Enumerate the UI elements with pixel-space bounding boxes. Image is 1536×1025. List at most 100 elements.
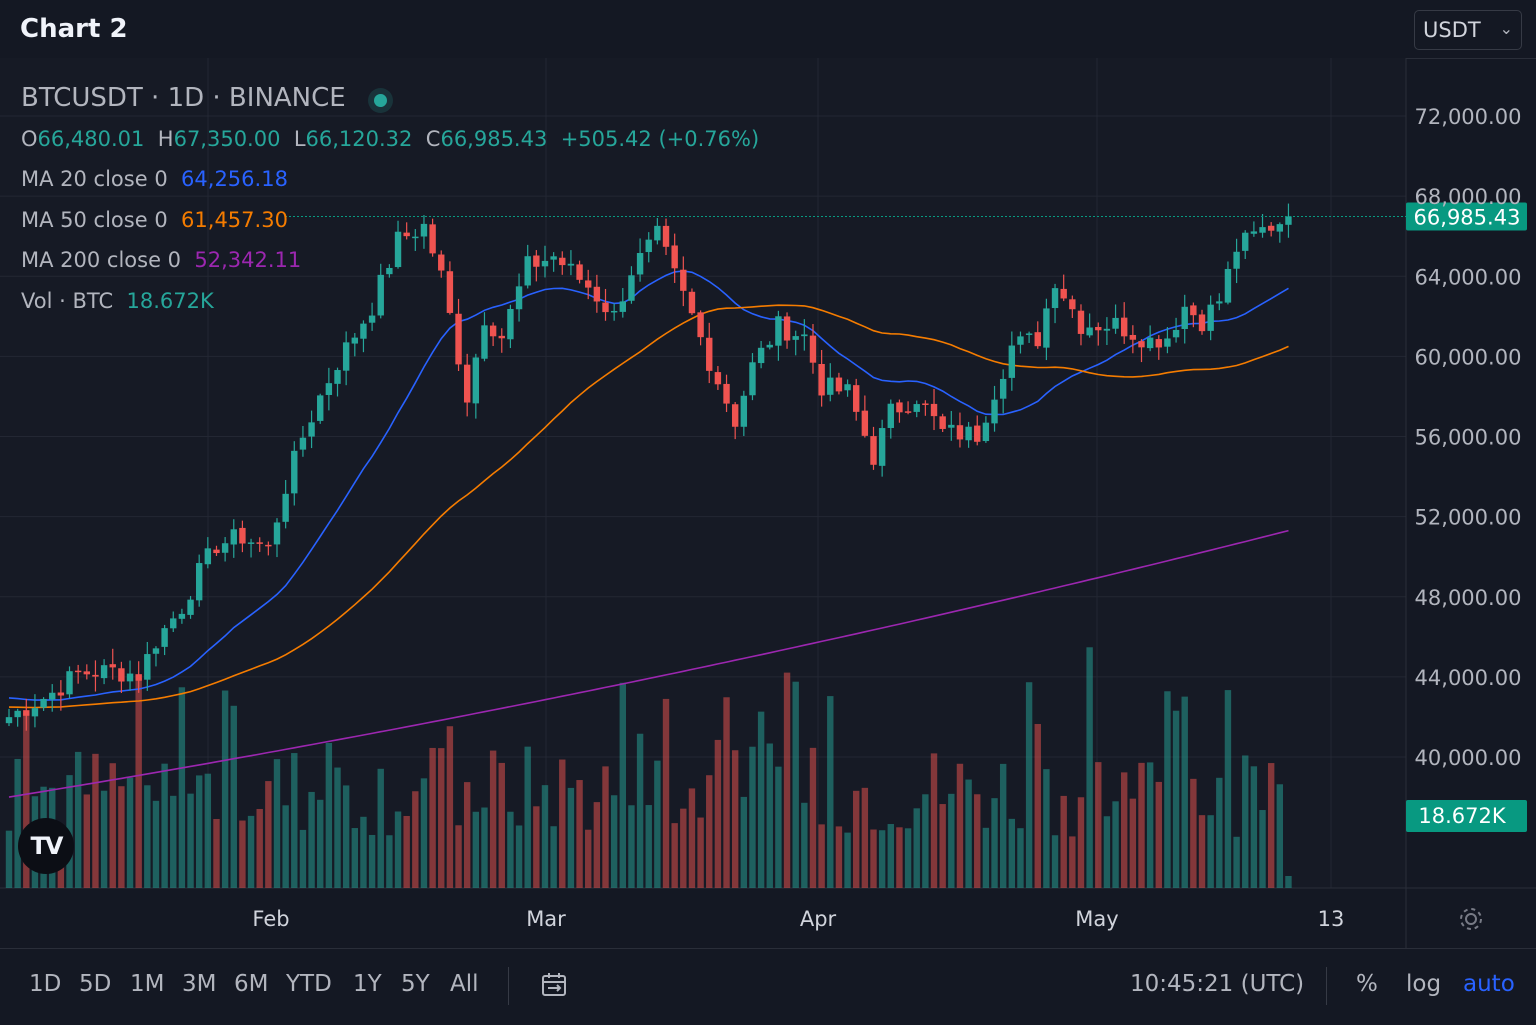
- open-value: 66,480.01: [37, 126, 145, 151]
- volume-bar: [939, 804, 946, 888]
- tradingview-logo[interactable]: TV: [18, 818, 74, 874]
- candle-body: [541, 260, 549, 267]
- calendar-range-icon[interactable]: [540, 971, 568, 999]
- volume-bar: [1164, 691, 1171, 888]
- candle-body: [533, 255, 540, 267]
- volume-bar: [178, 687, 186, 888]
- candle-body: [740, 395, 748, 427]
- volume-bar: [1267, 763, 1275, 888]
- candle-body: [1034, 332, 1041, 347]
- candle-body: [1259, 227, 1266, 233]
- volume-bar: [1034, 724, 1041, 888]
- utc-clock[interactable]: 10:45:21 (UTC): [1130, 971, 1305, 997]
- candle-body: [636, 253, 644, 275]
- candle-body: [1069, 299, 1076, 310]
- volume-bar: [152, 800, 160, 888]
- candle-body: [100, 665, 108, 679]
- volume-bar: [325, 742, 333, 888]
- gear-icon[interactable]: [1458, 906, 1484, 932]
- candle-body: [602, 302, 609, 313]
- price-axis-label: 64,000.00: [1415, 265, 1522, 289]
- volume-bar: [628, 805, 635, 888]
- volume-bar: [308, 791, 315, 888]
- volume-bar: [1077, 797, 1085, 888]
- candle-body: [1138, 341, 1145, 348]
- volume-bar: [904, 828, 912, 888]
- time-axis-label: Feb: [252, 907, 289, 931]
- volume-bar: [377, 768, 384, 888]
- auto-scale-toggle[interactable]: auto: [1463, 971, 1515, 997]
- chevron-down-icon: ⌄: [1499, 19, 1513, 38]
- volume-bar: [472, 811, 480, 888]
- volume-bar: [299, 829, 307, 888]
- volume-bar: [524, 746, 531, 888]
- log-scale-toggle[interactable]: log: [1406, 971, 1442, 997]
- percent-scale-toggle[interactable]: %: [1356, 971, 1378, 997]
- range-6m[interactable]: 6M: [234, 971, 269, 997]
- candle-body: [999, 378, 1007, 399]
- volume-bar: [368, 834, 376, 888]
- candle-body: [706, 337, 713, 371]
- candle-body: [654, 225, 661, 241]
- price-axis-label: 52,000.00: [1415, 506, 1522, 530]
- last-volume-label: 18.672K: [1418, 804, 1506, 828]
- legend-ma20-row[interactable]: MA 20 close 0 64,256.18: [21, 159, 759, 200]
- candle-body: [878, 428, 886, 466]
- range-1d[interactable]: 1D: [29, 971, 62, 997]
- candle-body: [57, 692, 65, 696]
- legend-volume-row[interactable]: Vol · BTC 18.672K: [21, 281, 759, 322]
- volume-bar: [533, 806, 540, 888]
- candle-body: [1233, 251, 1240, 269]
- price-axis-label: 44,000.00: [1415, 666, 1522, 690]
- volume-bar: [195, 775, 203, 888]
- range-3m[interactable]: 3M: [182, 971, 217, 997]
- volume-bar: [1285, 876, 1292, 888]
- market-status-icon: [374, 93, 388, 107]
- legend-ma50-row[interactable]: MA 50 close 0 61,457.30: [21, 200, 759, 241]
- range-1m[interactable]: 1M: [130, 971, 165, 997]
- candle-body: [1095, 327, 1102, 331]
- volume-bar: [1112, 801, 1119, 888]
- volume-bar: [827, 696, 834, 888]
- candle-body: [92, 674, 99, 677]
- candle-body: [118, 668, 125, 682]
- candle-body: [757, 347, 765, 364]
- candle-body: [317, 395, 324, 421]
- candle-body: [144, 654, 151, 680]
- candle-body: [982, 422, 990, 442]
- candle-body: [291, 450, 298, 494]
- volume-bar: [878, 830, 886, 888]
- volume-bar: [481, 807, 488, 888]
- footer-divider: [508, 967, 509, 1005]
- volume-bar: [1242, 755, 1249, 888]
- candle-body: [1060, 288, 1067, 299]
- candle-body: [559, 257, 566, 266]
- candle-body: [377, 274, 384, 316]
- price-axis-label: 48,000.00: [1415, 586, 1522, 610]
- ma50-label: MA 50 close 0: [21, 207, 168, 232]
- range-5d[interactable]: 5D: [79, 971, 112, 997]
- volume-bar: [126, 777, 134, 888]
- volume-bar: [1095, 762, 1102, 888]
- range-1y[interactable]: 1Y: [353, 971, 382, 997]
- volume-bar: [498, 762, 505, 888]
- volume-bar: [1129, 798, 1137, 888]
- candle-body: [74, 670, 82, 673]
- low-value: 66,120.32: [305, 126, 413, 151]
- time-axis-label: 13: [1318, 907, 1345, 931]
- candle-body: [775, 316, 782, 346]
- volume-bar: [913, 808, 920, 888]
- currency-select[interactable]: USDT ⌄: [1414, 10, 1522, 50]
- volume-bar: [342, 785, 350, 888]
- candle-body: [766, 344, 773, 348]
- price-chart[interactable]: 66,985.43 72,000.00 68,000.00 64,000.00 60,0…: [0, 58, 1536, 948]
- candle-body: [1172, 329, 1180, 338]
- volume-bar: [766, 743, 773, 888]
- range-all[interactable]: All: [450, 971, 479, 997]
- range-5y[interactable]: 5Y: [401, 971, 430, 997]
- range-ytd[interactable]: YTD: [286, 971, 332, 997]
- candle-body: [1112, 317, 1119, 329]
- legend-ma200-row[interactable]: MA 200 close 0 52,342.11: [21, 240, 759, 281]
- candle-body: [342, 342, 350, 371]
- candle-body: [187, 599, 194, 615]
